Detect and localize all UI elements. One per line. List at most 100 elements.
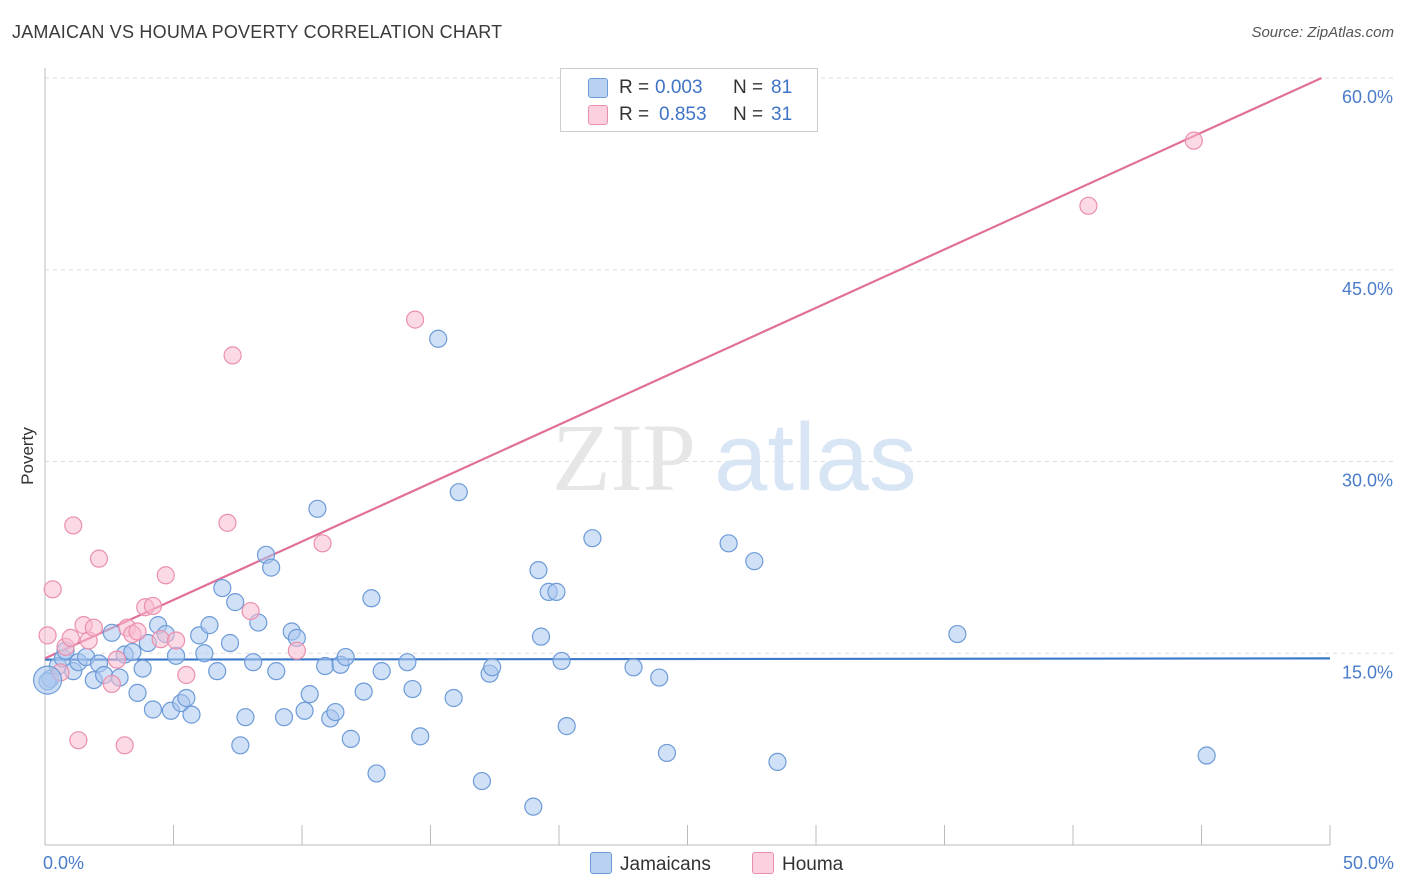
jamaicans-point bbox=[719, 534, 738, 553]
jamaicans-point bbox=[367, 764, 386, 783]
jamaicans-point bbox=[547, 582, 566, 601]
legend-n-label: N = bbox=[733, 77, 764, 98]
houma-point bbox=[1184, 131, 1203, 150]
jamaicans-point bbox=[650, 668, 669, 687]
jamaicans-point bbox=[583, 529, 602, 548]
jamaicans-point bbox=[102, 623, 121, 642]
jamaicans-point bbox=[411, 727, 430, 746]
houma-point bbox=[128, 622, 147, 641]
source-label: Source: ZipAtlas.com bbox=[1251, 24, 1394, 41]
jamaicans-trend-line bbox=[44, 657, 1331, 661]
jamaicans-point bbox=[295, 701, 314, 720]
jamaicans-point bbox=[557, 717, 576, 736]
legend-r-value: 0.853 bbox=[659, 104, 707, 125]
bottom-legend-label: Houma bbox=[782, 854, 844, 875]
jamaicans-point bbox=[231, 736, 250, 755]
houma-point bbox=[1079, 196, 1098, 215]
jamaicans-point bbox=[213, 578, 232, 598]
jamaicans-point bbox=[133, 659, 152, 678]
jamaicans-point bbox=[267, 662, 286, 681]
legend-row-jamaicans: R = 0.003 N = 81 bbox=[561, 75, 817, 101]
jamaicans-point bbox=[300, 685, 319, 704]
jamaicans-point bbox=[143, 700, 163, 719]
jamaicans-point bbox=[362, 589, 381, 608]
houma-point bbox=[107, 650, 127, 669]
jamaicans-point bbox=[449, 483, 468, 502]
bottom-legend-swatch-houma bbox=[752, 852, 774, 874]
legend: R = 0.003 N = 81 R = 0.853 N = 31 bbox=[560, 68, 818, 132]
jamaicans-point bbox=[372, 662, 391, 681]
bottom-legend-swatch-jamaicans bbox=[590, 852, 612, 874]
jamaicans-point bbox=[244, 653, 263, 672]
legend-r-label: R = bbox=[619, 77, 650, 98]
jamaicans-point bbox=[208, 662, 227, 681]
legend-n-label: N = bbox=[733, 104, 764, 125]
y-tick-label: 30.0% bbox=[1342, 471, 1393, 491]
jamaicans-point bbox=[177, 688, 196, 708]
jamaicans-point bbox=[483, 658, 502, 677]
watermark-atlas: atlas bbox=[714, 404, 917, 511]
jamaicans-point bbox=[354, 682, 373, 701]
houma-point bbox=[241, 601, 260, 621]
bottom-legend-houma: Houma bbox=[752, 852, 843, 876]
jamaicans-point bbox=[336, 647, 355, 667]
jamaicans-point bbox=[32, 665, 63, 695]
houma-point bbox=[115, 736, 134, 755]
houma-point bbox=[405, 310, 425, 329]
houma-point bbox=[102, 674, 121, 694]
jamaicans-point bbox=[768, 752, 787, 772]
jamaicans-point bbox=[195, 644, 214, 663]
data-points bbox=[32, 131, 1216, 816]
houma-point bbox=[61, 628, 80, 648]
jamaicans-point bbox=[226, 593, 245, 612]
jamaicans-point bbox=[220, 633, 240, 653]
houma-point bbox=[166, 631, 186, 650]
houma-point bbox=[177, 665, 196, 685]
houma-point bbox=[69, 731, 88, 750]
legend-n-value: 31 bbox=[771, 104, 793, 125]
jamaicans-point bbox=[657, 743, 677, 763]
legend-n-value: 81 bbox=[771, 77, 793, 98]
jamaicans-point bbox=[531, 627, 551, 646]
watermark-zip: ZIP bbox=[552, 404, 696, 511]
y-tick-label: 15.0% bbox=[1342, 662, 1393, 682]
houma-point bbox=[64, 516, 83, 535]
jamaicans-point bbox=[403, 679, 422, 699]
houma-point bbox=[313, 534, 332, 553]
jamaicans-point bbox=[262, 558, 281, 577]
jamaicans-point bbox=[316, 656, 335, 676]
houma-point bbox=[287, 641, 306, 660]
x-tick-label: 0.0% bbox=[43, 853, 84, 873]
jamaicans-point bbox=[308, 499, 327, 518]
jamaicans-point bbox=[398, 653, 417, 672]
jamaicans-point bbox=[128, 683, 147, 702]
y-tick-label: 45.0% bbox=[1342, 279, 1393, 299]
jamaicans-point bbox=[529, 561, 548, 580]
axes bbox=[44, 68, 1331, 846]
tick-labels: 15.0% 30.0% 45.0% 60.0% 0.0% 50.0% bbox=[43, 87, 1394, 873]
jamaicans-point bbox=[274, 708, 294, 727]
y-axis-label: Poverty bbox=[18, 427, 37, 485]
jamaicans-point bbox=[948, 624, 967, 644]
jamaicans-point bbox=[745, 552, 764, 571]
houma-point bbox=[38, 626, 57, 645]
trend-lines bbox=[44, 76, 1331, 661]
jamaicans-point bbox=[123, 642, 142, 662]
jamaicans-point bbox=[552, 651, 571, 671]
jamaicans-point bbox=[326, 702, 345, 722]
houma-point bbox=[143, 596, 163, 616]
x-tick-label: 50.0% bbox=[1343, 853, 1394, 873]
houma-point bbox=[43, 580, 62, 599]
legend-swatch-houma bbox=[588, 105, 608, 125]
bottom-legend-label: Jamaicans bbox=[620, 854, 711, 875]
jamaicans-point bbox=[524, 797, 543, 816]
y-tick-label: 60.0% bbox=[1342, 87, 1393, 107]
chart-title: JAMAICAN VS HOUMA POVERTY CORRELATION CH… bbox=[12, 22, 503, 42]
jamaicans-point bbox=[200, 616, 219, 635]
jamaicans-point bbox=[472, 771, 491, 791]
legend-r-value: 0.003 bbox=[655, 77, 703, 98]
houma-point bbox=[89, 549, 109, 568]
legend-row-houma: R = 0.853 N = 31 bbox=[561, 102, 817, 128]
legend-r-label: R = bbox=[619, 104, 650, 125]
